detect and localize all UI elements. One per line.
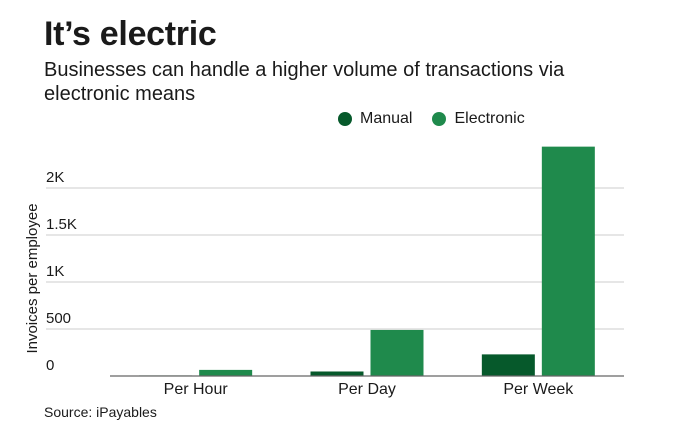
legend-label-manual: Manual bbox=[360, 110, 413, 127]
x-category-label: Per Week bbox=[503, 381, 574, 398]
y-tick-label: 500 bbox=[46, 310, 71, 327]
bar-electronic-per-day bbox=[370, 329, 424, 376]
bar-manual-per-day bbox=[310, 371, 364, 376]
x-category-label: Per Day bbox=[338, 381, 396, 398]
x-category-label: Per Hour bbox=[164, 381, 229, 398]
y-tick-label: 1.5K bbox=[46, 216, 77, 233]
bar-manual-per-week bbox=[481, 354, 535, 376]
y-tick-label: 0 bbox=[46, 357, 54, 374]
legend-item-electronic: Electronic bbox=[432, 110, 525, 128]
legend-swatch-electronic bbox=[432, 112, 447, 126]
y-tick-label: 2K bbox=[46, 169, 64, 186]
chart-subtitle: Businesses can handle a higher volume of… bbox=[44, 59, 565, 105]
legend: Manual Electronic bbox=[338, 110, 545, 128]
y-axis-title: Invoices per employee bbox=[24, 203, 41, 353]
legend-label-electronic: Electronic bbox=[454, 110, 525, 127]
chart-title: It’s electric bbox=[44, 15, 217, 53]
y-tick-label: 1K bbox=[46, 263, 64, 280]
source-note: Source: iPayables bbox=[44, 404, 157, 420]
bar-electronic-per-hour bbox=[199, 369, 253, 376]
bar-electronic-per-week bbox=[541, 146, 595, 376]
legend-swatch-manual bbox=[338, 112, 352, 126]
legend-item-manual: Manual bbox=[338, 110, 412, 128]
